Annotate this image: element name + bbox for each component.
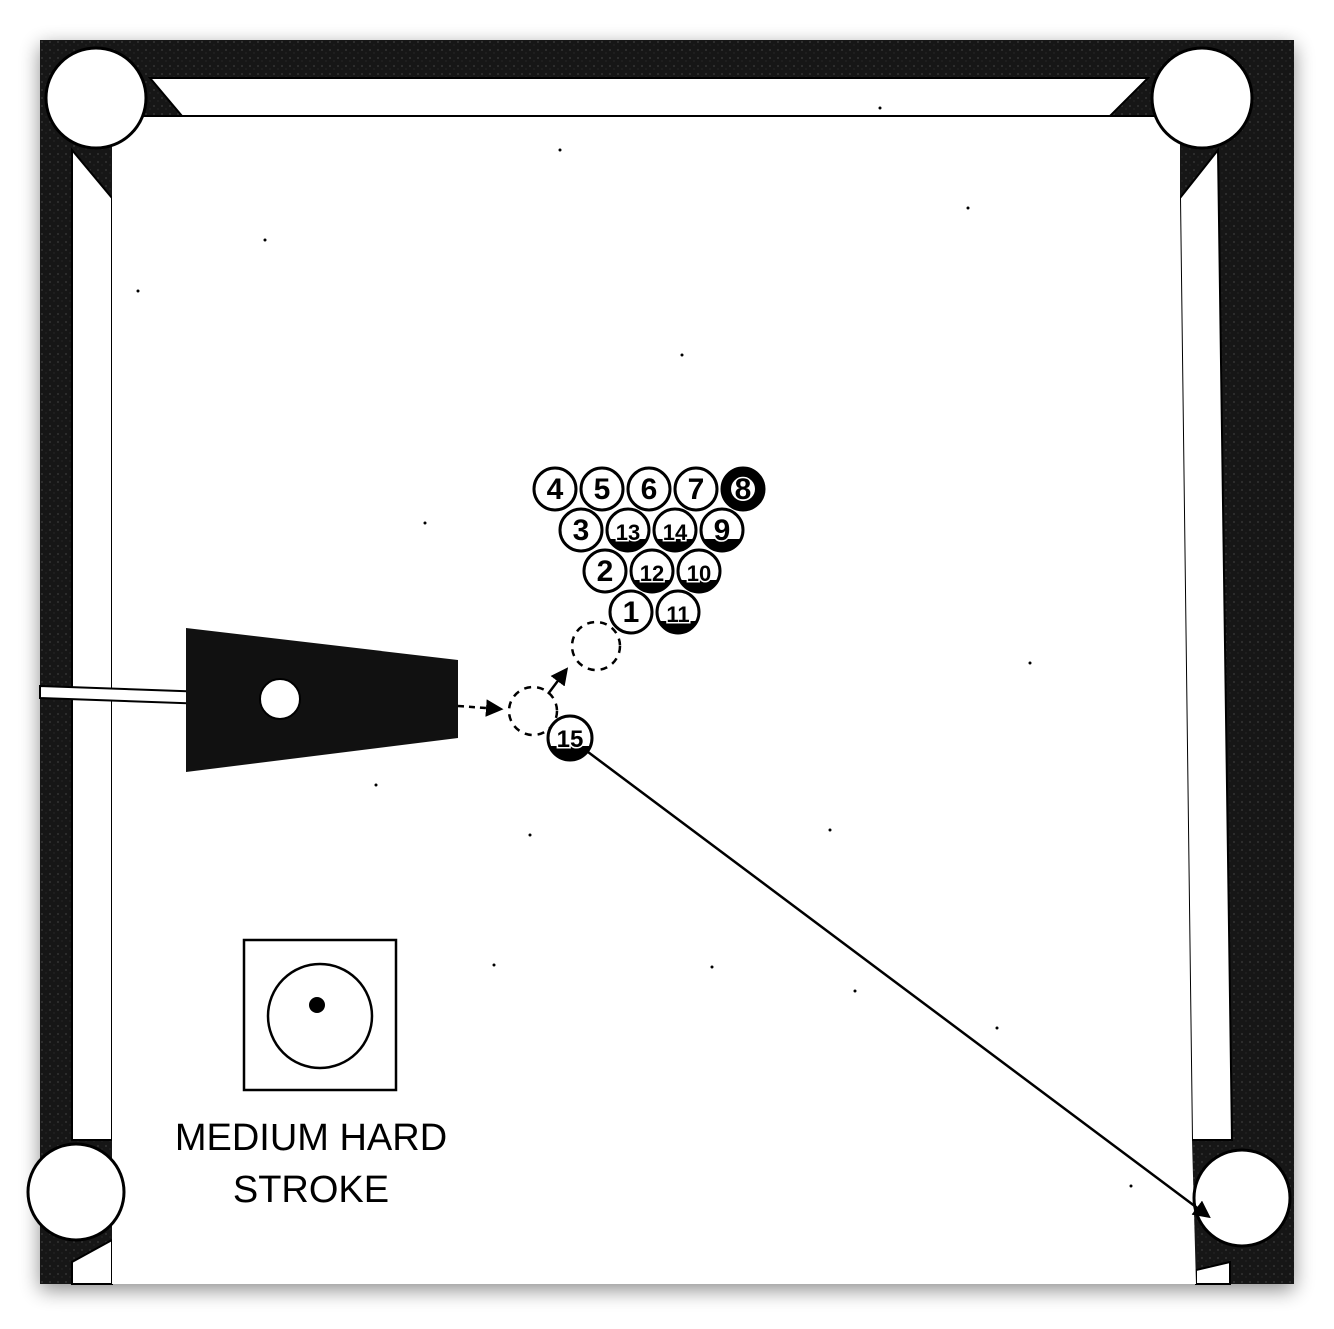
ball-15: 15 xyxy=(546,714,594,762)
ball-6: 6 xyxy=(626,466,672,512)
stroke-label-line2: STROKE xyxy=(233,1169,389,1211)
ball-5-label: 5 xyxy=(594,473,611,506)
cue-tip-target-circle xyxy=(266,962,374,1070)
ball-10: 10 xyxy=(676,548,722,594)
ball-9-label: 9 xyxy=(714,514,731,547)
ball-7-label: 7 xyxy=(688,473,705,506)
ball-9: 9 xyxy=(699,507,745,553)
ball-13: 13 xyxy=(605,507,651,553)
paper-specks xyxy=(136,106,1133,1188)
ball-12: 12 xyxy=(629,548,675,594)
ball-2: 2 xyxy=(582,548,628,594)
ball-4-label: 4 xyxy=(547,473,564,506)
ball-8: 8 xyxy=(720,466,766,512)
ball-14: 14 xyxy=(652,507,698,553)
deflection-arrow xyxy=(547,667,569,695)
cue-ball xyxy=(259,678,301,720)
ball-10-label: 10 xyxy=(687,561,711,586)
ball-4: 4 xyxy=(532,466,578,512)
top-left-pocket xyxy=(44,46,148,150)
ball-15-label: 15 xyxy=(557,726,584,753)
ball-1: 1 xyxy=(608,589,654,635)
ball-2-label: 2 xyxy=(597,555,614,588)
bottom-left-pocket xyxy=(26,1142,126,1242)
ghost-ball-final xyxy=(570,620,622,672)
ball-6-label: 6 xyxy=(641,473,658,506)
stroke-label-line1: MEDIUM HARD xyxy=(175,1117,447,1159)
ball-rack: 4 5 6 7 83 13 14 92 12 101 11 xyxy=(532,466,766,635)
cue-ball-zone xyxy=(186,628,458,772)
stroke-indicator xyxy=(242,938,398,1092)
ball-5: 5 xyxy=(579,466,625,512)
ball-7: 7 xyxy=(673,466,719,512)
ball-8-label: 8 xyxy=(735,473,752,506)
ball-12-label: 12 xyxy=(640,561,664,586)
ball-14-label: 14 xyxy=(663,520,688,545)
ball-13-label: 13 xyxy=(616,520,640,545)
ball-3-label: 3 xyxy=(573,514,590,547)
ball-3: 3 xyxy=(558,507,604,553)
bottom-right-pocket xyxy=(1192,1148,1292,1248)
top-right-pocket xyxy=(1150,46,1254,150)
cue-path-arrow xyxy=(457,699,504,717)
ball-1-label: 1 xyxy=(623,596,640,629)
pockets xyxy=(26,46,1292,1248)
ball-11: 11 xyxy=(655,589,701,635)
top-cushion xyxy=(147,77,1151,117)
ball-11-label: 11 xyxy=(666,602,689,627)
ghost-ball-contact xyxy=(507,685,559,737)
object-ball-path xyxy=(587,750,1211,1219)
cue-tip-contact-dot xyxy=(309,997,325,1013)
left-cushion xyxy=(71,147,113,1141)
